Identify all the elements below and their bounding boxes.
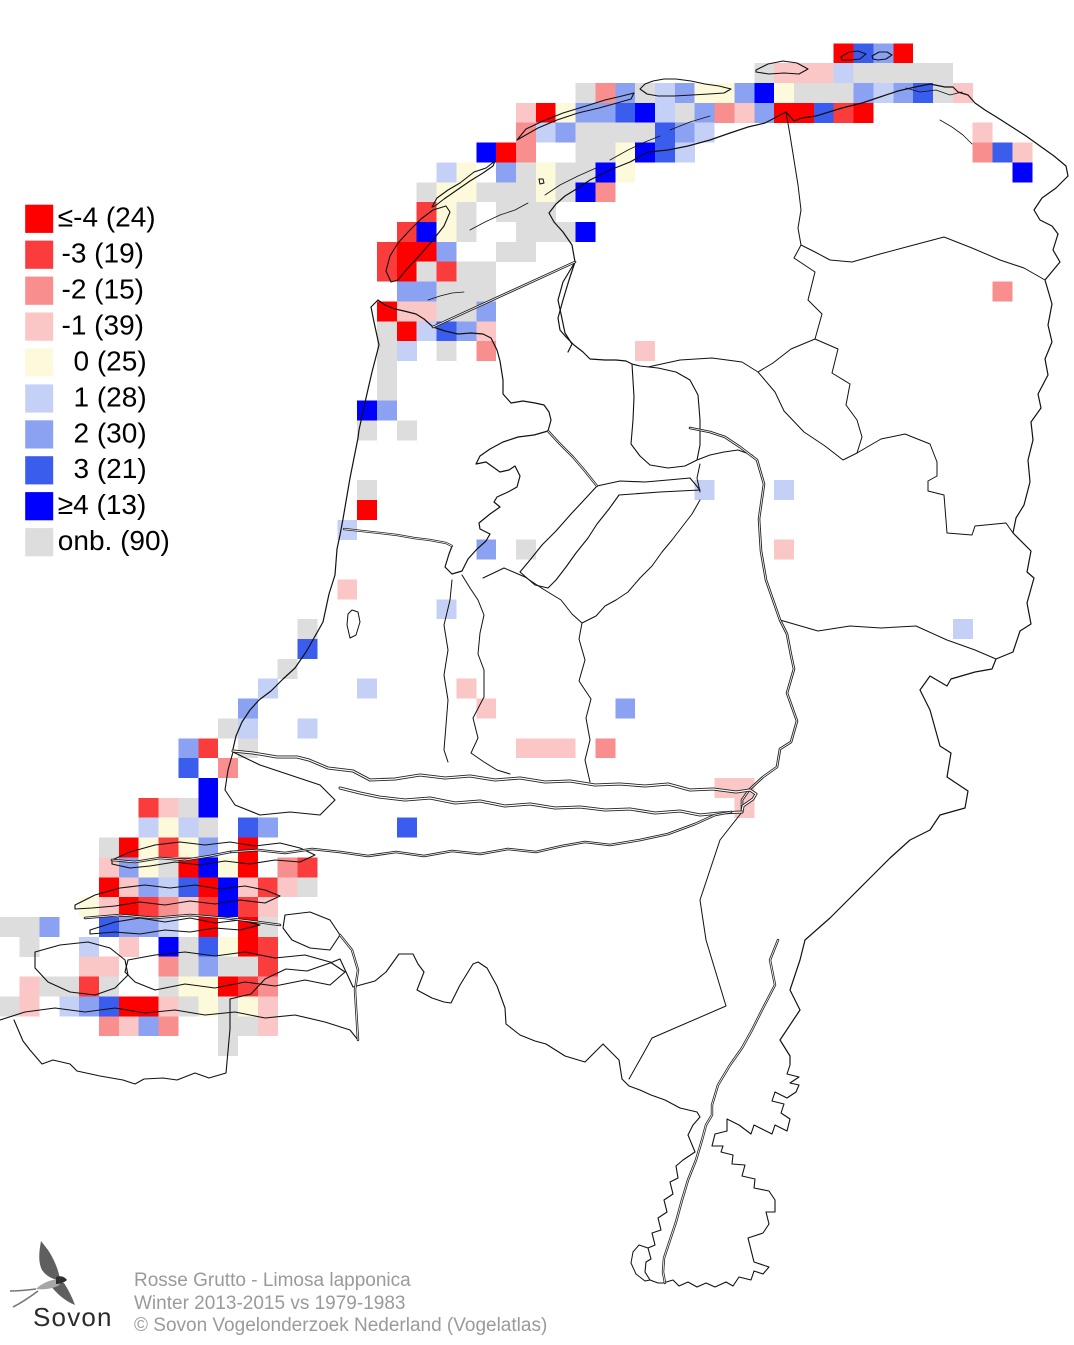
svg-text:1 (28): 1 (28): [74, 381, 147, 412]
svg-text:2 (30): 2 (30): [74, 417, 147, 448]
svg-text:-2 (15): -2 (15): [62, 274, 144, 305]
svg-text:0 (25): 0 (25): [74, 345, 147, 376]
svg-text:Sovon: Sovon: [33, 1302, 113, 1332]
svg-text:onb. (90): onb. (90): [58, 525, 170, 556]
svg-text:3 (21): 3 (21): [74, 453, 147, 484]
svg-text:-3 (19): -3 (19): [62, 238, 144, 269]
svg-text:-1 (39): -1 (39): [62, 310, 144, 341]
svg-text:© Sovon Vogelonderzoek Nederla: © Sovon Vogelonderzoek Nederland (Vogela…: [134, 1315, 547, 1336]
svg-text:Winter 2013-2015 vs 1979-1983: Winter 2013-2015 vs 1979-1983: [134, 1293, 405, 1314]
svg-text:≤-4 (24): ≤-4 (24): [58, 202, 156, 233]
svg-text:≥4 (13): ≥4 (13): [58, 489, 147, 520]
svg-text:Rosse Grutto - Limosa lapponic: Rosse Grutto - Limosa lapponica: [134, 1270, 411, 1291]
